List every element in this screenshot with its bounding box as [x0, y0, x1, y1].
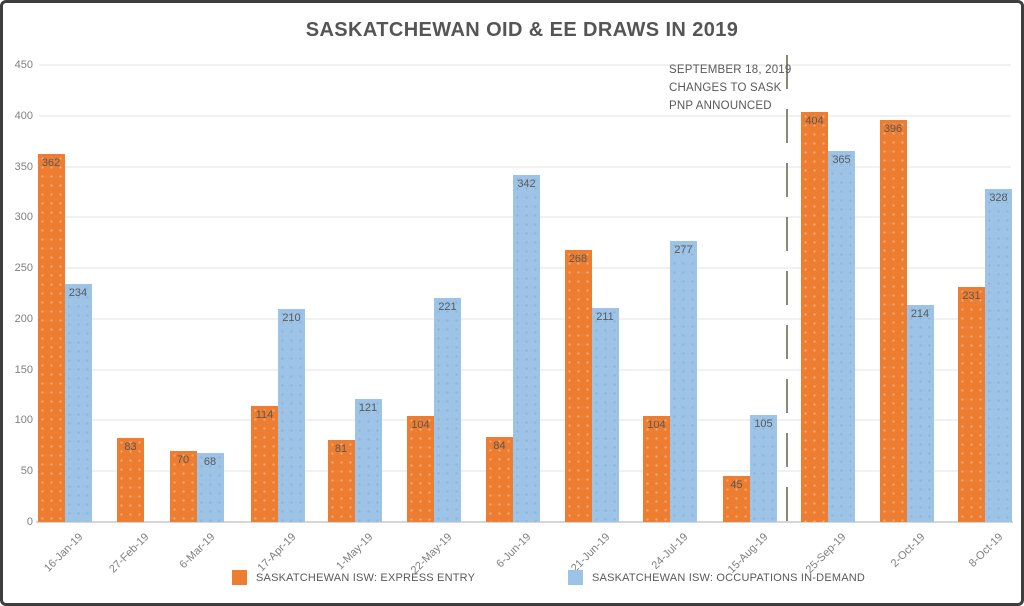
- x-axis-label: 24-Jul-19: [649, 531, 691, 572]
- legend-swatch-occupations-in-demand: [568, 570, 583, 585]
- bar-value-label: 211: [596, 310, 614, 323]
- y-axis-tick-label: 300: [14, 211, 33, 224]
- x-axis-label: 6-Jun-19: [494, 531, 534, 571]
- legend-item-express-entry: SASKATCHEWAN ISW: EXPRESS ENTRY: [232, 570, 475, 585]
- x-axis-label: 22-May-19: [408, 531, 455, 577]
- bar-occupations-in-demand: 210: [278, 308, 305, 522]
- bar-value-label: 234: [68, 287, 88, 300]
- y-axis-tick-label: 250: [14, 262, 33, 275]
- bar-express-entry: 83: [117, 437, 144, 522]
- gridline: [39, 114, 1011, 117]
- legend-swatch-express-entry: [232, 570, 247, 585]
- bar-value-label: 328: [989, 191, 1008, 204]
- x-axis-label: 1-May-19: [333, 531, 375, 573]
- bar-occupations-in-demand: 214: [906, 304, 934, 522]
- gridline: [39, 64, 1011, 66]
- bar-value-label: 268: [568, 252, 588, 265]
- x-axis-label: 6-Mar-19: [176, 531, 217, 572]
- bar-value-label: 221: [438, 300, 457, 313]
- y-axis-tick-label: 200: [14, 312, 33, 325]
- bar-value-label: 210: [282, 311, 301, 324]
- y-axis-tick-label: 50: [20, 465, 33, 478]
- bar-value-label: 277: [674, 243, 693, 256]
- y-axis-tick-label: 350: [14, 160, 33, 173]
- bar-express-entry: 104: [407, 416, 434, 522]
- annotation-divider-line: [786, 55, 788, 522]
- annotation-line: PNP ANNOUNCED: [669, 100, 772, 112]
- annotation-line: CHANGES TO SASK: [669, 82, 782, 94]
- gridline: [39, 165, 1011, 168]
- bar-occupations-in-demand: 68: [196, 452, 224, 522]
- bar-occupations-in-demand: 121: [354, 399, 382, 522]
- bar-value-label: 68: [203, 455, 217, 468]
- bar-value-label: 81: [334, 442, 348, 455]
- bar-value-label: 362: [41, 157, 61, 170]
- bar-express-entry: 404: [801, 111, 828, 522]
- legend: SASKATCHEWAN ISW: EXPRESS ENTRY SASKATCH…: [3, 570, 1021, 590]
- bar-express-entry: 268: [564, 249, 592, 522]
- bar-occupations-in-demand: 211: [591, 307, 619, 522]
- bar-occupations-in-demand: 221: [434, 297, 461, 522]
- bar-value-label: 104: [411, 419, 430, 432]
- chart-title: SASKATCHEWAN OID & EE DRAWS IN 2019: [305, 19, 739, 41]
- bar-occupations-in-demand: 328: [985, 188, 1012, 522]
- x-axis-line: [36, 521, 1013, 523]
- legend-label-express-entry: SASKATCHEWAN ISW: EXPRESS ENTRY: [256, 571, 476, 584]
- annotation-text: SEPTEMBER 18, 2019 CHANGES TO SASK PNP A…: [669, 61, 792, 115]
- bar-value-label: 365: [832, 154, 851, 167]
- bar-occupations-in-demand: 342: [513, 174, 540, 522]
- bar-express-entry: 81: [327, 439, 355, 522]
- bar-occupations-in-demand: 277: [670, 240, 697, 522]
- bar-value-label: 342: [517, 177, 536, 190]
- x-axis-label: 21-Jun-19: [568, 531, 612, 575]
- bar-value-label: 104: [647, 419, 666, 432]
- bar-occupations-in-demand: 105: [750, 415, 777, 522]
- bar-value-label: 83: [124, 440, 137, 453]
- bar-express-entry: 231: [958, 287, 985, 522]
- x-axis-label: 16-Jan-19: [41, 531, 85, 575]
- y-axis-tick-label: 400: [14, 109, 33, 122]
- bar-value-label: 396: [883, 122, 903, 135]
- bar-express-entry: 70: [169, 450, 197, 522]
- x-axis-label: 25-Sep-19: [803, 531, 849, 576]
- bar-value-label: 105: [754, 418, 773, 431]
- bar-value-label: 114: [255, 409, 274, 422]
- x-axis-label: 17-Apr-19: [255, 531, 299, 575]
- bar-occupations-in-demand: 234: [64, 284, 92, 522]
- bar-value-label: 404: [805, 114, 824, 127]
- bar-value-label: 45: [730, 479, 743, 492]
- x-axis-label: 2-Oct-19: [888, 531, 927, 570]
- bar-express-entry: 362: [37, 154, 65, 522]
- legend-item-occupations-in-demand: SASKATCHEWAN ISW: OCCUPATIONS IN-DEMAND: [568, 570, 865, 585]
- bar-express-entry: 45: [723, 476, 750, 522]
- bar-value-label: 121: [358, 402, 378, 415]
- bar-value-label: 84: [493, 439, 506, 452]
- bar-express-entry: 396: [879, 119, 907, 522]
- x-axis-label: 27-Feb-19: [106, 531, 151, 576]
- bar-value-label: 70: [176, 453, 190, 466]
- bar-express-entry: 84: [486, 436, 513, 522]
- y-axis-tick-label: 100: [14, 414, 33, 427]
- bar-value-label: 214: [910, 307, 930, 320]
- legend-label-occupations-in-demand: SASKATCHEWAN ISW: OCCUPATIONS IN-DEMAND: [592, 571, 866, 584]
- annotation-line: SEPTEMBER 18, 2019: [669, 64, 792, 76]
- bar-occupations-in-demand: 365: [828, 151, 855, 522]
- bar-value-label: 231: [962, 290, 981, 303]
- bar-express-entry: 114: [251, 406, 278, 522]
- y-axis-tick-label: 450: [14, 59, 33, 71]
- y-axis-tick-label: 150: [14, 363, 33, 376]
- plot-area: 0 50 100 150 200 250 300 350 400 450 362 234 16-Jan-…: [3, 3, 1021, 603]
- y-axis-tick-label: 0: [26, 516, 33, 528]
- x-axis-label: 8-Oct-19: [966, 531, 1006, 570]
- bar-express-entry: 104: [643, 416, 670, 522]
- x-axis-label: 15-Aug-19: [725, 531, 771, 576]
